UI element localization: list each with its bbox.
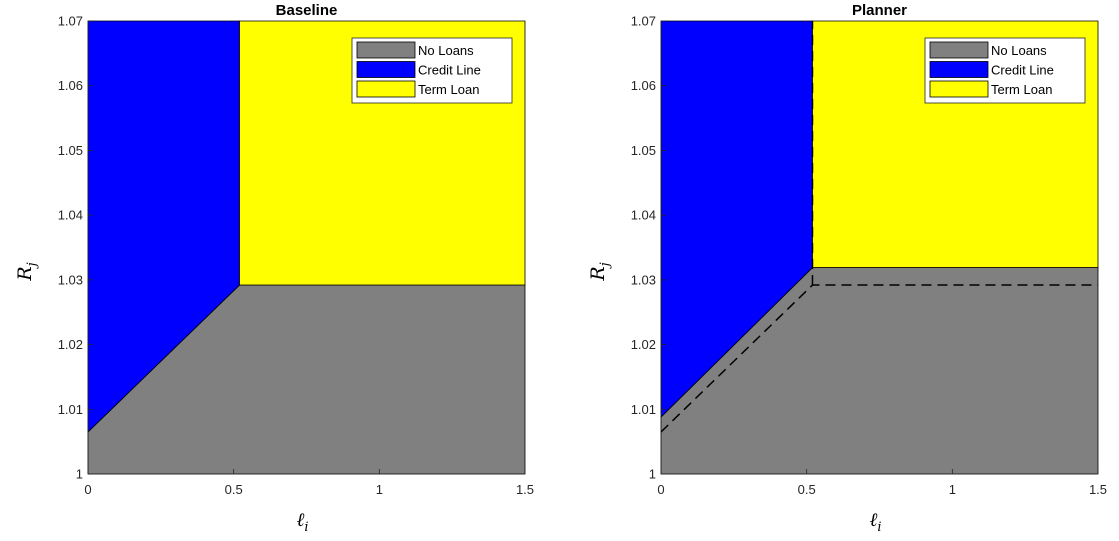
legend-term-loan: Term Loan bbox=[356, 80, 479, 98]
y-tick-label: 1.03 bbox=[58, 272, 83, 287]
legend-term-loan: Term Loan bbox=[929, 80, 1052, 98]
y-tick-label: 1.05 bbox=[58, 143, 83, 158]
x-axis-label-sub: i bbox=[877, 520, 881, 535]
y-tick-label: 1 bbox=[649, 467, 656, 482]
legend-term-loan-label: Term Loan bbox=[991, 82, 1052, 97]
x-axis-label-sub: i bbox=[304, 520, 308, 535]
x-tick-label: 0 bbox=[657, 482, 664, 497]
x-axis-label: ℓi bbox=[869, 509, 881, 535]
y-tick-label: 1.01 bbox=[631, 402, 656, 417]
y-tick-label: 1.04 bbox=[58, 208, 83, 223]
y-tick-label: 1.05 bbox=[631, 143, 656, 158]
y-tick-label: 1.06 bbox=[58, 78, 83, 93]
x-tick-label: 1 bbox=[949, 482, 956, 497]
legend-credit-line: Credit Line bbox=[929, 61, 1054, 78]
x-axis-label-main: ℓ bbox=[296, 509, 304, 531]
chart-title: Baseline bbox=[276, 2, 338, 19]
y-axis-label: Rj bbox=[587, 262, 613, 281]
legend-no-loans-label: No Loans bbox=[418, 43, 474, 58]
legend-term-loan-swatch bbox=[929, 80, 989, 98]
legend-credit-line-swatch bbox=[356, 61, 416, 78]
y-axis-label-sub: j bbox=[25, 262, 40, 269]
legend: No Loans Credit Line Term Loan bbox=[351, 37, 513, 104]
legend-no-loans-label: No Loans bbox=[991, 43, 1047, 58]
legend-term-loan-swatch bbox=[356, 80, 416, 98]
y-tick-label: 1 bbox=[76, 467, 83, 482]
y-axis-label: Rj bbox=[14, 262, 40, 281]
legend-no-loans-swatch bbox=[929, 41, 989, 59]
y-tick-label: 1.07 bbox=[631, 14, 656, 29]
y-axis-label-sub: j bbox=[598, 262, 613, 269]
chart-baseline: 1 1.01 1.02 1.03 1.04 1.05 1.06 1.07 0 0.5 1 1.5 Bas… bbox=[14, 2, 534, 535]
y-tick-label: 1.02 bbox=[631, 337, 656, 352]
x-tick-label: 1.5 bbox=[1089, 482, 1107, 497]
legend-no-loans: No Loans bbox=[929, 41, 1047, 59]
chart-planner: 1 1.01 1.02 1.03 1.04 1.05 1.06 1.07 0 0.5 1 1.5 Pla… bbox=[587, 2, 1107, 535]
x-tick-label: 0.5 bbox=[798, 482, 816, 497]
chart-title: Planner bbox=[852, 2, 907, 19]
x-tick-label: 1.5 bbox=[516, 482, 534, 497]
x-axis-label: ℓi bbox=[296, 509, 308, 535]
y-tick-label: 1.01 bbox=[58, 402, 83, 417]
x-tick-label: 0.5 bbox=[225, 482, 243, 497]
y-tick-label: 1.06 bbox=[631, 78, 656, 93]
x-tick-label: 0 bbox=[84, 482, 91, 497]
y-tick-label: 1.02 bbox=[58, 337, 83, 352]
x-axis-label-main: ℓ bbox=[869, 509, 877, 531]
y-axis-label-main: R bbox=[587, 266, 609, 281]
legend-credit-line: Credit Line bbox=[356, 61, 481, 78]
x-tick-label: 1 bbox=[376, 482, 383, 497]
legend-term-loan-label: Term Loan bbox=[418, 82, 479, 97]
legend-credit-line-swatch bbox=[929, 61, 989, 78]
legend: No Loans Credit Line Term Loan bbox=[924, 37, 1086, 104]
legend-no-loans: No Loans bbox=[356, 41, 474, 59]
legend-credit-line-label: Credit Line bbox=[418, 63, 481, 78]
legend-no-loans-swatch bbox=[356, 41, 416, 59]
y-tick-label: 1.04 bbox=[631, 208, 656, 223]
legend-credit-line-label: Credit Line bbox=[991, 63, 1054, 78]
y-tick-label: 1.03 bbox=[631, 272, 656, 287]
y-tick-label: 1.07 bbox=[58, 14, 83, 29]
y-axis-label-main: R bbox=[14, 266, 36, 281]
